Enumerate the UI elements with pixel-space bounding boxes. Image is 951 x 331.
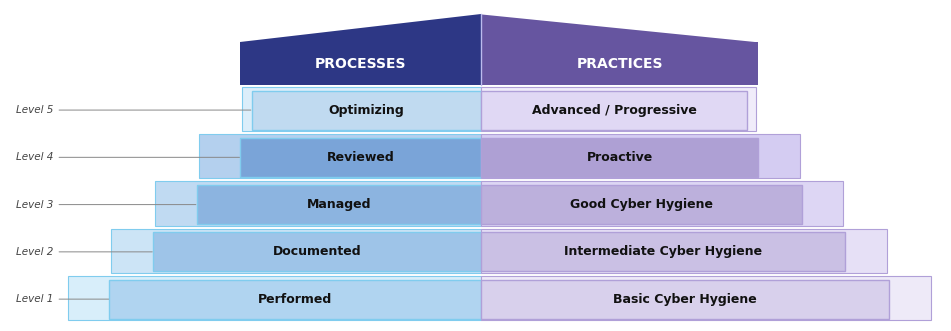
Bar: [481, 87, 756, 131]
Bar: [481, 185, 802, 224]
Bar: [481, 181, 844, 226]
Text: Reviewed: Reviewed: [327, 151, 395, 164]
Polygon shape: [241, 15, 481, 42]
Bar: [111, 229, 481, 273]
Text: Documented: Documented: [273, 245, 361, 259]
Bar: [481, 134, 800, 178]
Bar: [252, 91, 481, 129]
Bar: [481, 138, 758, 177]
Text: Advanced / Progressive: Advanced / Progressive: [532, 104, 696, 117]
Polygon shape: [481, 15, 758, 42]
Text: Optimizing: Optimizing: [329, 104, 404, 117]
Text: Intermediate Cyber Hygiene: Intermediate Cyber Hygiene: [564, 245, 763, 259]
Bar: [241, 138, 481, 177]
Text: Performed: Performed: [259, 293, 333, 306]
Bar: [481, 280, 889, 318]
Bar: [68, 276, 481, 320]
Text: Good Cyber Hygiene: Good Cyber Hygiene: [570, 198, 713, 211]
Bar: [481, 229, 887, 273]
Text: Proactive: Proactive: [587, 151, 652, 164]
Text: PRACTICES: PRACTICES: [576, 57, 663, 71]
Bar: [481, 91, 747, 129]
Bar: [481, 232, 845, 271]
Text: Managed: Managed: [307, 198, 371, 211]
Bar: [243, 87, 481, 131]
Text: Basic Cyber Hygiene: Basic Cyber Hygiene: [613, 293, 757, 306]
Text: PROCESSES: PROCESSES: [315, 57, 406, 71]
Bar: [197, 185, 481, 224]
Text: Level 2: Level 2: [16, 247, 152, 257]
Text: Level 3: Level 3: [16, 200, 196, 210]
Text: Level 1: Level 1: [16, 294, 108, 304]
Text: Level 4: Level 4: [16, 152, 240, 162]
Bar: [199, 134, 481, 178]
Text: Level 5: Level 5: [16, 105, 251, 115]
Bar: [241, 42, 481, 85]
Bar: [481, 276, 931, 320]
Bar: [481, 42, 758, 85]
Bar: [109, 280, 481, 318]
Bar: [153, 232, 481, 271]
Bar: [155, 181, 481, 226]
